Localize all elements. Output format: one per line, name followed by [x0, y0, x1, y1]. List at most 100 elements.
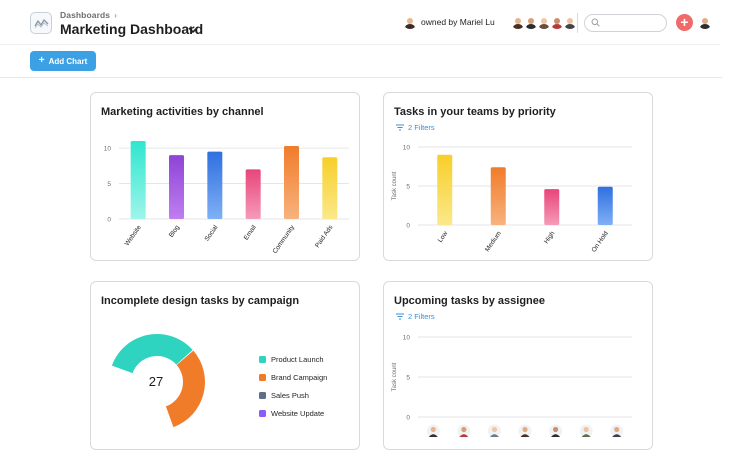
chart-title: Tasks in your teams by priority: [394, 106, 556, 118]
y-axis-label: Task count: [392, 171, 398, 200]
x-tick-label: High: [543, 230, 557, 245]
donut-total: 27: [148, 374, 164, 389]
x-tick-label: Low: [437, 230, 450, 244]
y-tick-label: 0: [406, 415, 410, 422]
bar: [437, 154, 453, 225]
chart-card-tasks-by-priority[interactable]: Tasks in your teams by priority 2 Filter…: [383, 92, 653, 261]
bar: [544, 189, 560, 225]
avatar-body: [489, 434, 499, 437]
legend-label: Brand Campaign: [271, 372, 328, 382]
x-tick-label: Community: [272, 224, 297, 256]
add-button[interactable]: +: [676, 14, 693, 31]
assignee-avatar: [425, 423, 441, 439]
bar: [207, 151, 223, 219]
legend-swatch: [259, 373, 266, 381]
donut-chart-campaign: [111, 334, 205, 428]
avatar-body: [551, 434, 561, 437]
owner-avatar[interactable]: [402, 14, 418, 30]
page-title: Marketing Dashboard: [60, 21, 204, 37]
add-chart-label: Add Chart: [48, 56, 88, 66]
avatar-face: [614, 426, 620, 433]
y-tick-label: 0: [107, 217, 111, 224]
x-tick-label: Paid Ads: [314, 224, 335, 250]
bar-chart-priority: 0 5 10 Task count Low Medium High On Hold: [392, 145, 632, 254]
member-avatar[interactable]: [562, 14, 578, 30]
legend-label: Product Launch: [271, 354, 324, 364]
chart-card-design-by-campaign[interactable]: Incomplete design tasks by campaign 27 P…: [90, 281, 360, 450]
x-tick-label: On Hold: [590, 230, 610, 254]
assignee-avatar: [609, 423, 625, 439]
y-tick-label: 5: [406, 375, 410, 382]
legend-item: Product Launch: [259, 350, 327, 368]
breadcrumb-dashboards[interactable]: Dashboards: [60, 10, 111, 20]
search-icon: [591, 18, 600, 27]
y-tick-label: 5: [406, 184, 410, 191]
avatar-body: [428, 434, 438, 437]
avatar-body: [459, 434, 469, 437]
top-bar: Dashboards › Marketing Dashboard owned by…: [0, 0, 750, 46]
legend-swatch: [259, 409, 266, 417]
chart-card-marketing-by-channel[interactable]: Marketing activities by channel 0 5 10 Webs…: [90, 92, 360, 261]
chart-title: Incomplete design tasks by campaign: [101, 295, 300, 307]
avatar-face: [491, 426, 498, 433]
dashboard-logo-icon[interactable]: [30, 12, 52, 34]
legend-swatch: [259, 355, 266, 363]
filters-label: 2 Filters: [408, 123, 435, 132]
bar: [490, 167, 506, 225]
legend-swatch: [259, 391, 266, 399]
donut-slice: [111, 334, 193, 374]
x-tick-label: Social: [204, 224, 220, 243]
avatar-face: [430, 426, 436, 433]
filter-icon: [396, 313, 404, 320]
bar: [130, 141, 146, 219]
member-avatars[interactable]: [510, 14, 578, 32]
bar: [169, 155, 184, 219]
breadcrumb[interactable]: Dashboards ›: [60, 10, 117, 20]
legend-item: Website Update: [259, 404, 327, 422]
avatar-face: [461, 426, 467, 433]
x-tick-label: Email: [243, 224, 258, 242]
avatar-body: [520, 434, 530, 437]
bar: [245, 169, 261, 219]
assignee-avatar: [517, 423, 533, 439]
y-tick-label: 10: [403, 335, 411, 342]
legend-item: Brand Campaign: [259, 368, 327, 386]
assignee-avatar: [456, 423, 472, 439]
assignee-avatar: [578, 423, 594, 439]
chart-title: Upcoming tasks by assignee: [394, 295, 545, 307]
y-tick-label: 10: [403, 145, 411, 152]
avatar-face: [522, 426, 528, 433]
chart-card-tasks-by-assignee[interactable]: Upcoming tasks by assignee 2 Filters 0 5 1…: [383, 281, 653, 450]
filters-label: 2 Filters: [408, 312, 435, 321]
chart-legend: Product Launch Brand Campaign Sales Push…: [259, 350, 327, 422]
add-chart-button[interactable]: + Add Chart: [30, 51, 96, 71]
breadcrumb-separator: ›: [114, 10, 118, 20]
plus-icon: +: [38, 55, 45, 66]
legend-label: Sales Push: [271, 390, 309, 400]
avatar-body: [612, 434, 622, 437]
chevron-down-icon[interactable]: [186, 23, 200, 37]
search-box[interactable]: [584, 14, 667, 32]
toolbar-divider-line: [0, 77, 722, 78]
user-avatar[interactable]: [697, 14, 713, 30]
bar: [597, 186, 613, 225]
y-tick-label: 0: [406, 223, 410, 230]
avatar-body: [581, 434, 591, 437]
donut-slice: [165, 350, 205, 428]
filters-link[interactable]: 2 Filters: [396, 312, 435, 321]
legend-item: Sales Push: [259, 386, 327, 404]
x-tick-label: Blog: [168, 224, 181, 239]
y-tick-label: 10: [104, 146, 112, 153]
search-input[interactable]: [603, 17, 663, 29]
bar: [284, 145, 299, 219]
x-tick-label: Medium: [484, 230, 503, 253]
assignee-avatar: [548, 423, 564, 439]
y-tick-label: 5: [107, 181, 111, 188]
avatar-face: [583, 426, 589, 433]
bar-chart-assignee: 0 5 10 Task count: [392, 335, 632, 439]
bar: [322, 157, 338, 219]
owner-label: owned by Mariel Lu: [421, 17, 495, 27]
filters-link[interactable]: 2 Filters: [396, 123, 435, 132]
bar-chart-channel: 0 5 10 Website Blog Social Email Community Paid …: [104, 141, 349, 256]
header-divider: [577, 13, 578, 33]
